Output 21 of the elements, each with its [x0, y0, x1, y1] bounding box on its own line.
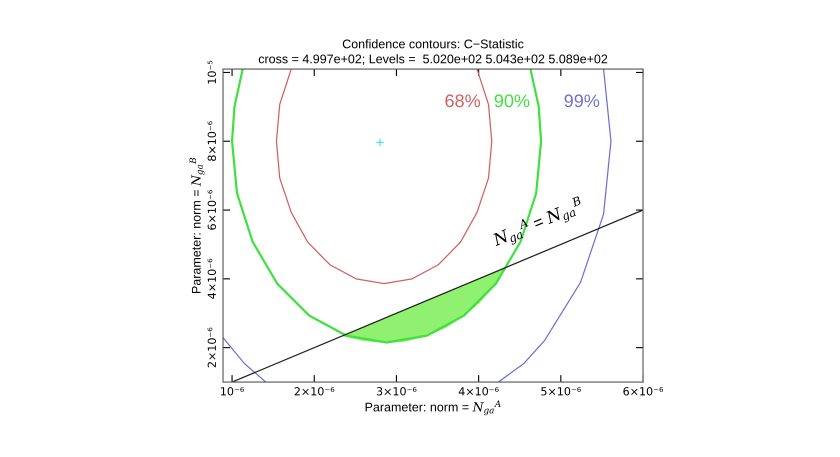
- x-tick-label: 3×10⁻⁶: [376, 387, 417, 396]
- x-axis-title: Parameter: norm = N$_{ga}$$^{A}$: [366, 400, 501, 416]
- series-label: 90%: [494, 94, 530, 108]
- annotation: N$_{ga}$$^{A}$ = N$_{ga}$$^{B}$: [490, 196, 586, 251]
- chart-subtitle: cross = 4.997e+02; Levels = 5.020e+02 5.043e+02 5.089e+02: [258, 54, 608, 65]
- x-tick-label: 4×10⁻⁶: [458, 387, 499, 396]
- chart-title: Confidence contours: C−Statistic: [342, 39, 524, 48]
- series-label: 99%: [564, 94, 600, 108]
- x-tick-label: 2×10⁻⁶: [294, 387, 334, 396]
- y-tick-label: 4×10⁻⁶: [208, 258, 216, 299]
- line-series: [230, 69, 542, 344]
- x-tick-label: 6×10⁻⁶: [623, 387, 664, 396]
- x-tick-label: 10⁻⁶: [221, 387, 244, 396]
- y-tick-label: 10⁻⁵: [208, 60, 216, 84]
- y-tick-label: 8×10⁻⁶: [208, 121, 216, 161]
- line-series: [276, 69, 492, 284]
- x-tick-label: 5×10⁻⁶: [541, 387, 581, 396]
- y-tick-label: 6×10⁻⁶: [208, 190, 216, 230]
- y-axis-title: Parameter: norm = N$_{ga}$$^{B}$: [190, 158, 204, 294]
- series-label: 68%: [445, 94, 480, 108]
- y-tick-label: 2×10⁻⁶: [208, 328, 216, 368]
